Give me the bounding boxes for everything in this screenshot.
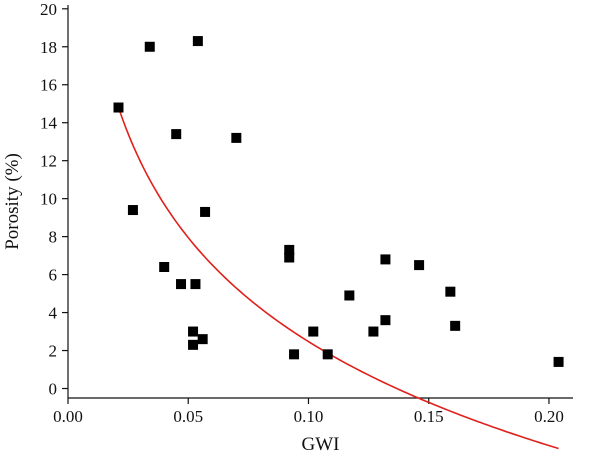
data-point xyxy=(414,260,425,271)
y-tick-label: 2 xyxy=(49,342,58,361)
fit-curve xyxy=(117,107,559,450)
data-point xyxy=(553,356,564,367)
y-tick-label: 8 xyxy=(49,228,58,247)
data-point xyxy=(188,339,199,350)
x-axis-title: GWI xyxy=(302,434,340,454)
data-point xyxy=(284,252,295,263)
x-tick-label: 0.00 xyxy=(53,407,83,426)
x-tick-label: 0.05 xyxy=(173,407,203,426)
data-point xyxy=(380,315,391,326)
y-tick-label: 10 xyxy=(40,190,57,209)
data-point xyxy=(144,41,155,52)
data-point xyxy=(308,326,319,337)
data-point xyxy=(445,286,456,297)
data-point xyxy=(171,129,182,140)
data-point xyxy=(127,205,138,216)
data-point xyxy=(289,349,300,360)
y-tick-label: 0 xyxy=(49,380,58,399)
data-point xyxy=(159,262,170,272)
x-tick-label: 0.10 xyxy=(294,407,324,426)
y-tick-label: 14 xyxy=(40,114,58,133)
x-axis-ticks: 0.00 0.05 0.10 0.15 0.20 xyxy=(53,398,564,426)
data-point xyxy=(197,334,208,345)
x-tick-label: 0.20 xyxy=(534,407,564,426)
y-tick-label: 20 xyxy=(40,0,57,19)
y-tick-label: 16 xyxy=(40,76,57,95)
data-point xyxy=(176,279,187,290)
data-point xyxy=(368,326,379,337)
data-point xyxy=(192,36,203,47)
y-tick-label: 12 xyxy=(40,152,57,171)
y-tick-label: 4 xyxy=(49,304,58,323)
x-tick-label: 0.15 xyxy=(414,407,444,426)
data-point xyxy=(322,349,333,360)
data-point xyxy=(113,102,124,113)
data-point xyxy=(380,254,391,265)
data-point xyxy=(231,132,242,143)
y-tick-label: 18 xyxy=(40,38,57,57)
data-point xyxy=(190,279,201,290)
data-point xyxy=(200,206,211,217)
data-points xyxy=(113,36,564,367)
data-point xyxy=(188,326,199,337)
data-point xyxy=(344,290,355,301)
y-tick-label: 6 xyxy=(49,266,58,285)
data-point xyxy=(284,244,295,255)
y-axis-title: Porosity (%) xyxy=(2,153,23,250)
y-axis-ticks: 0 2 4 6 8 10 12 14 16 18 20 xyxy=(40,0,68,399)
data-point xyxy=(450,320,461,331)
